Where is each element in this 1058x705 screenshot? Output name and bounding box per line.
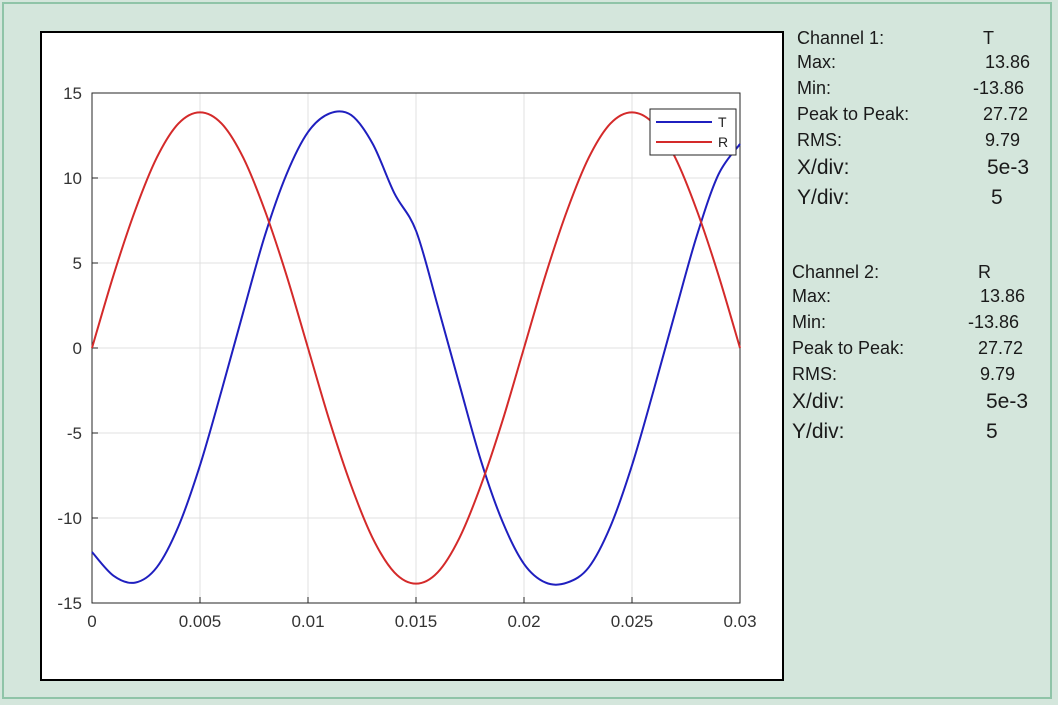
- channel1-stat-value: 5: [991, 186, 1003, 209]
- channel1-stat-label: Max:: [797, 52, 837, 72]
- y-tick-label: 15: [63, 84, 82, 103]
- legend-box: [649, 108, 737, 156]
- channel2-info: Channel 2: R Max: 13.86 Min: -13.86 Peak to Pe…: [792, 262, 1052, 462]
- channel1-stat-value: 13.86: [985, 52, 1031, 72]
- channel1-stat-label: Min:: [797, 78, 832, 98]
- x-tick-label: 0.02: [507, 612, 540, 631]
- series-line-R: [91, 111, 741, 585]
- plot-panel: 0 0.005 0.01 0.015 0.02 0.025 0.03 15 10 5 0 -5 -10 -…: [40, 31, 784, 681]
- x-tick-label: 0.01: [291, 612, 324, 631]
- channel2-stat-label: RMS:: [792, 364, 837, 384]
- channel1-header-value: T: [983, 28, 994, 48]
- channel1-stat-value: 9.79: [985, 130, 1021, 150]
- x-tick-label: 0.015: [395, 612, 438, 631]
- channel2-stat-label: Y/div:: [792, 420, 845, 443]
- channel1-stat-value: -13.86: [973, 78, 1025, 98]
- y-tick-label: -15: [57, 594, 82, 613]
- y-tick-label: -5: [67, 424, 82, 443]
- channel1-stat-label: Peak to Peak:: [797, 104, 910, 124]
- y-tick-label: 10: [63, 169, 82, 188]
- channel2-stat-value: 5: [986, 420, 998, 443]
- y-tick-label: 5: [73, 254, 82, 273]
- channel1-stat-label: RMS:: [797, 130, 842, 150]
- oscilloscope-chart: 0 0.005 0.01 0.015 0.02 0.025 0.03 15 10 5 0 -5 -10 -…: [57, 84, 756, 631]
- channel2-header-label: Channel 2:: [792, 262, 880, 282]
- x-tick-label: 0.03: [723, 612, 756, 631]
- channel2-stat-value: -13.86: [968, 312, 1020, 332]
- channel1-stat-value: 5e-3: [987, 156, 1030, 179]
- x-tick-label: 0.025: [611, 612, 654, 631]
- channel2-stat-value: 13.86: [980, 286, 1026, 306]
- channel2-stat-value: 27.72: [978, 338, 1024, 358]
- channel2-stat-label: Peak to Peak:: [792, 338, 905, 358]
- channel2-stat-value: 5e-3: [986, 390, 1029, 413]
- y-tick-label: -10: [57, 509, 82, 528]
- channel1-stat-value: 27.72: [983, 104, 1029, 124]
- y-tick-label: 0: [73, 339, 82, 358]
- legend-label-R: R: [718, 134, 728, 150]
- channel2-stat-label: Min:: [792, 312, 827, 332]
- channel2-header-value: R: [978, 262, 991, 282]
- channel1-stat-label: Y/div:: [797, 186, 850, 209]
- legend-label-T: T: [718, 114, 727, 130]
- channel2-stat-value: 9.79: [980, 364, 1016, 384]
- series-line-T: [91, 110, 741, 586]
- channel2-stat-label: X/div:: [792, 390, 845, 413]
- channel1-stat-label: X/div:: [797, 156, 850, 179]
- x-tick-label: 0.005: [179, 612, 222, 631]
- channel2-stat-label: Max:: [792, 286, 832, 306]
- channel1-header-label: Channel 1:: [797, 28, 885, 48]
- x-tick-label: 0: [87, 612, 96, 631]
- channel1-info: Channel 1: T Max: 13.86 Min: -13.86 Peak to Pe…: [797, 28, 1047, 228]
